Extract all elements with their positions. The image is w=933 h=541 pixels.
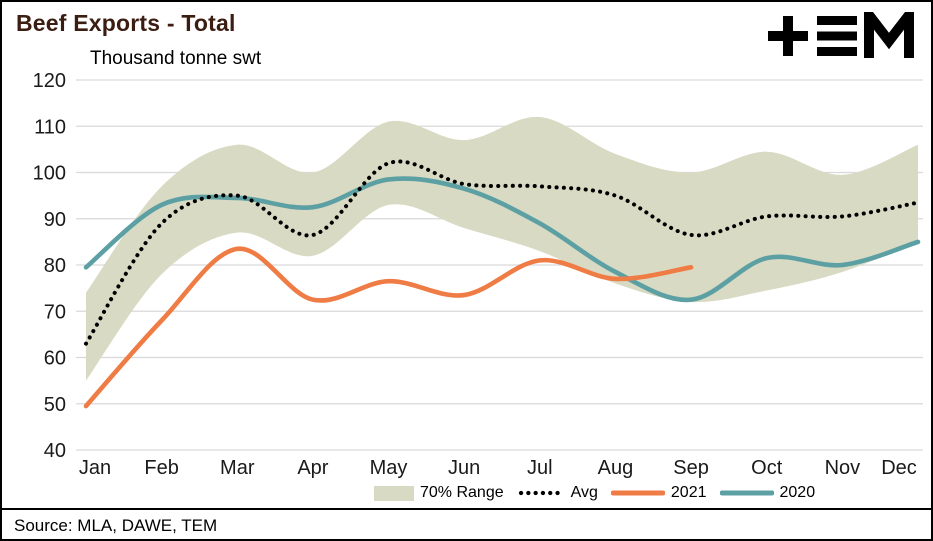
- chart-subtitle: Thousand tonne swt: [90, 48, 262, 69]
- x-axis-label: May: [370, 457, 408, 479]
- y-axis-label: 50: [44, 394, 66, 416]
- x-axis-label: Jul: [527, 457, 553, 479]
- y-axis-label: 100: [33, 163, 66, 185]
- legend-label-2021: 2021: [670, 484, 707, 501]
- legend-item-avg: Avg: [517, 484, 598, 502]
- y-axis-label: 70: [44, 301, 66, 323]
- x-axis-label: Jun: [448, 457, 480, 479]
- source-text: Source: MLA, DAWE, TEM: [14, 516, 218, 535]
- x-axis-label: Apr: [297, 457, 328, 479]
- y-axis-label: 90: [44, 209, 66, 231]
- tem-logo-m-icon: [864, 12, 914, 58]
- legend-item-range: 70% Range: [374, 484, 504, 502]
- range-band-area: [86, 116, 918, 381]
- legend-2021-sample-icon: [610, 490, 665, 496]
- x-axis-label: Oct: [751, 457, 783, 479]
- tem-logo-bars-icon: [817, 16, 857, 56]
- beef-exports-chart: 40 50 60 70 80 90 100 110 120 Jan Feb Mar Apr May Jun J…: [33, 70, 923, 479]
- y-axis-label: 80: [44, 255, 66, 277]
- legend-label-avg: Avg: [570, 484, 598, 501]
- legend-swatch-range: [374, 485, 414, 501]
- legend-2020-sample-icon: [719, 490, 774, 496]
- series-2021-line: [83, 246, 694, 409]
- series-avg-line: [84, 159, 920, 346]
- legend-label-2020: 2020: [779, 484, 816, 501]
- chart-legend: 70% Range Avg 2021 2020: [374, 484, 815, 502]
- y-axis-label: 110: [34, 116, 66, 138]
- footer-divider: [2, 508, 931, 510]
- chart-title: Beef Exports - Total: [16, 10, 236, 36]
- x-axis-label: Jan: [79, 457, 111, 479]
- legend-item-2021: 2021: [610, 484, 707, 502]
- legend-label-range: 70% Range: [420, 484, 504, 501]
- x-axis-label: Sep: [673, 457, 709, 479]
- y-axis-label: 40: [44, 440, 66, 462]
- y-axis-label: 120: [33, 70, 66, 92]
- legend-item-2020: 2020: [719, 484, 816, 502]
- legend-avg-sample-icon: [518, 490, 563, 496]
- tem-logo-plus-icon: [768, 16, 808, 56]
- x-axis-label: Aug: [598, 457, 634, 479]
- x-axis-label: Dec: [881, 457, 917, 479]
- tem-logo: [768, 12, 914, 58]
- y-axis-label: 60: [44, 348, 66, 370]
- series-2020-line: [83, 176, 921, 303]
- x-axis-label: Mar: [220, 457, 255, 479]
- x-axis-label: Nov: [825, 457, 861, 479]
- x-axis-label: Feb: [144, 457, 178, 479]
